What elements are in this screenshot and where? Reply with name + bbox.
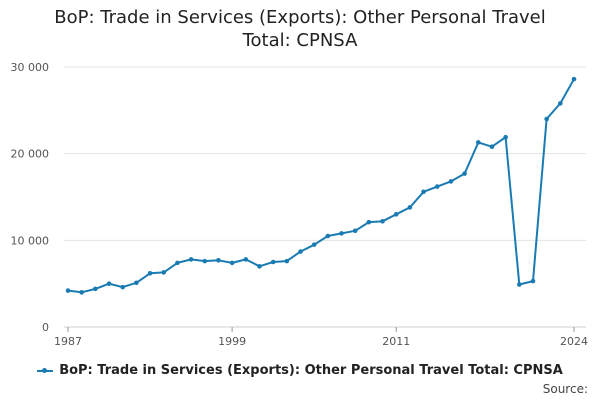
data-point <box>475 140 481 145</box>
data-point <box>352 228 358 234</box>
chart-title-line-2: Total: CPNSA <box>242 30 358 51</box>
data-point <box>284 258 290 264</box>
data-point <box>311 242 317 247</box>
data-point <box>270 259 276 265</box>
data-point <box>393 212 399 217</box>
data-point <box>147 270 153 276</box>
legend-line-marker-icon <box>37 367 54 373</box>
data-point <box>216 257 221 263</box>
data-point <box>448 179 454 184</box>
data-point <box>257 264 262 269</box>
chart-legend[interactable]: BoP: Trade in Services (Exports): Other … <box>0 363 600 378</box>
data-point <box>366 219 372 225</box>
data-point <box>421 189 426 195</box>
data-point <box>407 205 413 210</box>
data-point <box>530 278 536 284</box>
x-tick-label: 1999 <box>218 335 246 348</box>
data-point <box>434 184 440 189</box>
source-label: Source: <box>542 382 588 396</box>
y-tick-label: 0 <box>42 321 49 334</box>
series-line <box>67 78 575 294</box>
data-point <box>243 257 249 262</box>
data-point <box>558 101 563 106</box>
data-point <box>516 282 522 287</box>
data-point <box>188 257 194 262</box>
data-point <box>65 288 71 293</box>
data-point <box>380 218 385 224</box>
data-point <box>339 231 344 236</box>
y-tick-label: 30 000 <box>11 61 50 74</box>
data-point <box>120 284 126 290</box>
x-tick-label: 2011 <box>382 335 410 348</box>
data-point <box>298 249 303 254</box>
data-point <box>544 116 549 122</box>
data-point <box>106 281 112 286</box>
data-point <box>175 260 180 266</box>
data-point <box>462 171 467 176</box>
x-tick-label: 1987 <box>54 335 82 348</box>
data-point <box>571 76 577 82</box>
x-tick-label: 2024 <box>560 335 588 348</box>
legend-label: BoP: Trade in Services (Exports): Other … <box>59 363 563 378</box>
data-point <box>79 290 84 295</box>
data-point <box>93 286 98 292</box>
chart-title-line-1: BoP: Trade in Services (Exports): Other … <box>54 7 546 28</box>
data-point <box>202 258 208 264</box>
y-tick-label: 10 000 <box>11 234 50 247</box>
data-point <box>503 134 508 140</box>
data-point <box>325 233 331 239</box>
y-tick-label: 20 000 <box>11 148 50 161</box>
data-point <box>134 280 139 286</box>
data-point <box>161 270 167 275</box>
chart-title: BoP: Trade in Services (Exports): Other … <box>0 6 600 52</box>
data-point <box>489 144 495 150</box>
data-point <box>229 260 235 266</box>
